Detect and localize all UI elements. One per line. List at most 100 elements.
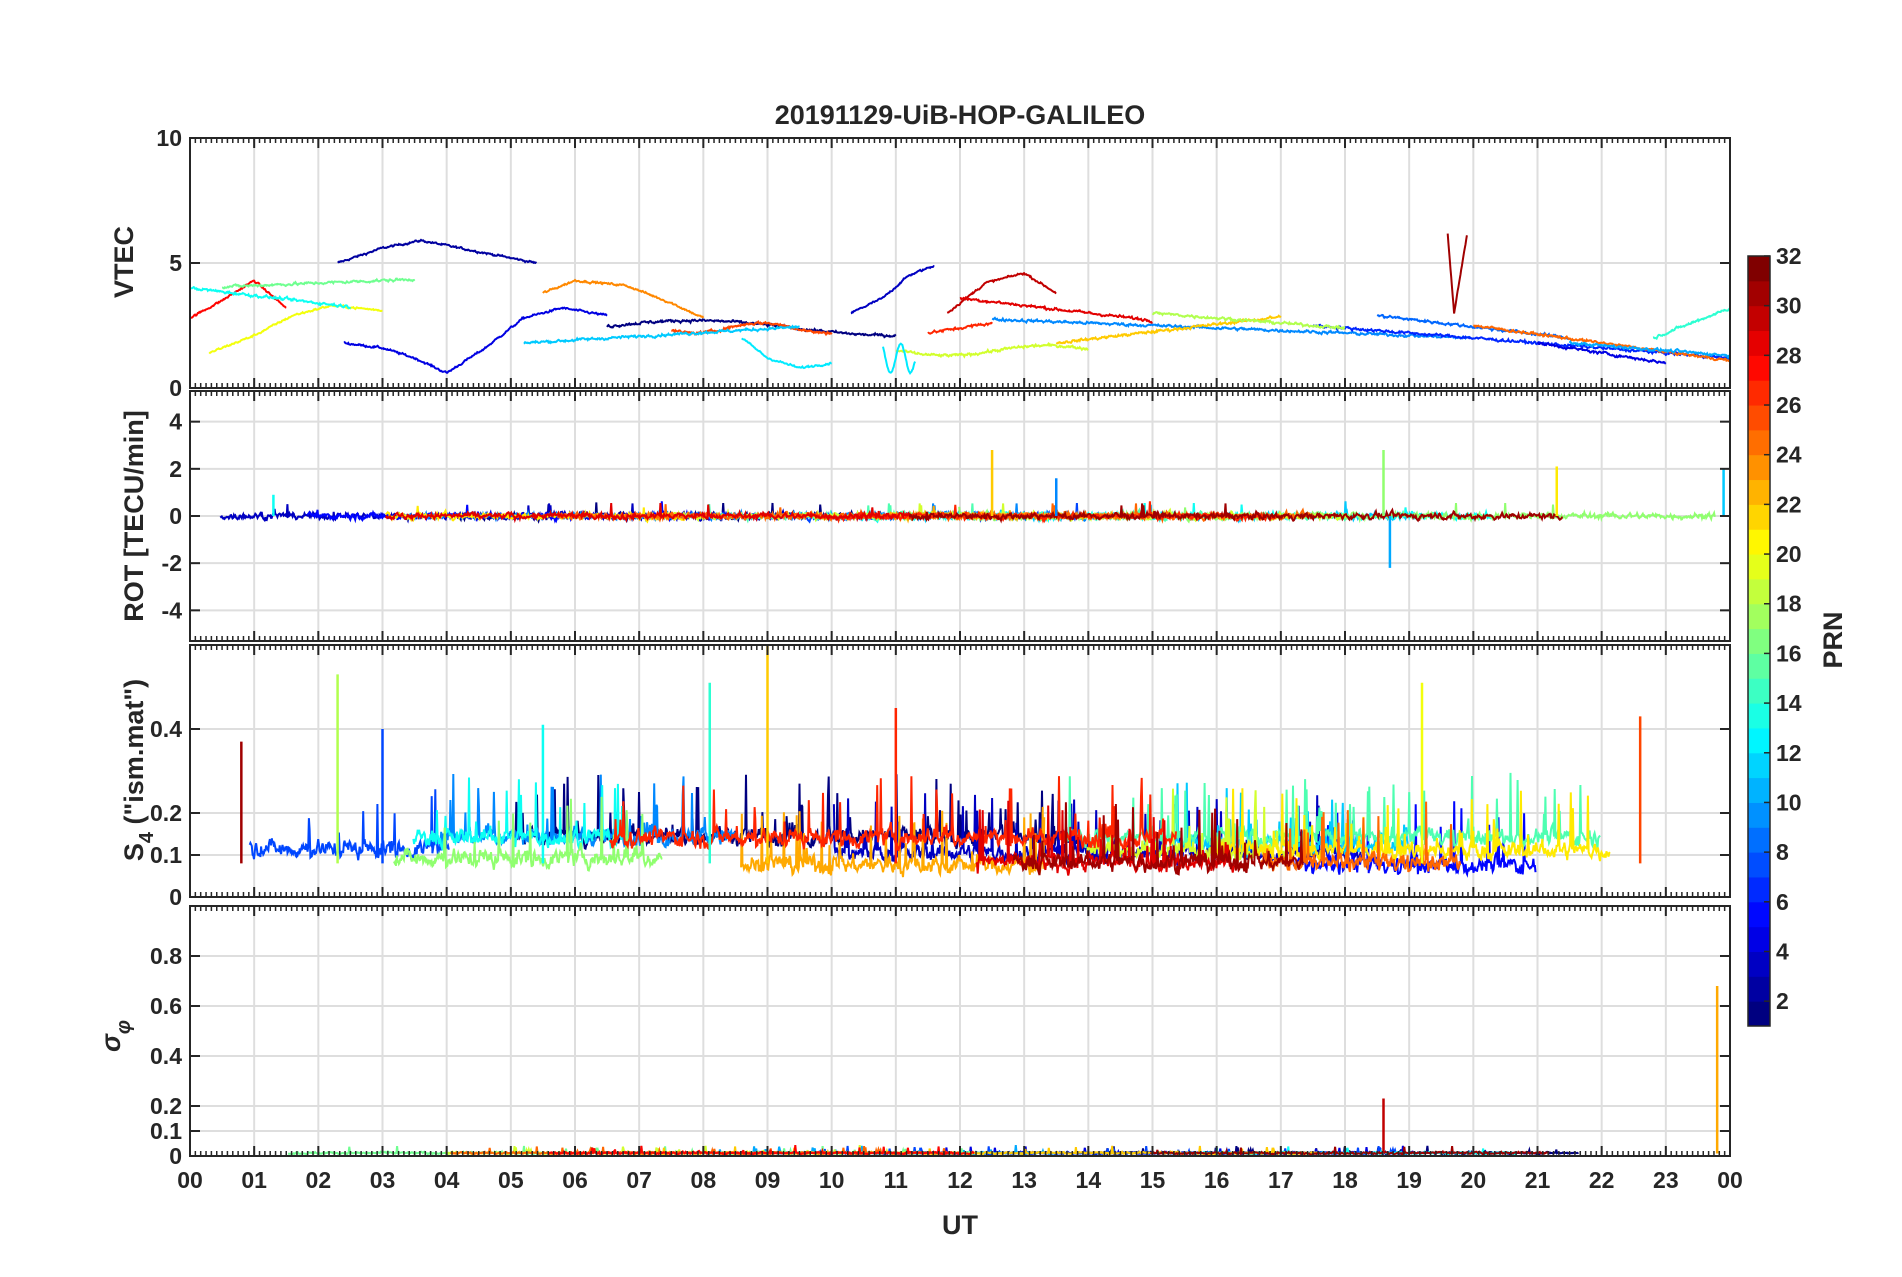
colorbar-tick-label: 28: [1776, 342, 1802, 368]
colorbar-segment: [1748, 479, 1770, 505]
x-tick-label: 06: [562, 1167, 588, 1193]
x-tick-label: 15: [1140, 1167, 1166, 1193]
sigma-label-sub: φ: [113, 1020, 135, 1034]
colorbar-tick-label: 26: [1776, 392, 1802, 418]
series-line-prn-4: [343, 306, 608, 374]
s4-label-main: S: [119, 843, 149, 861]
series-line-prn-27: [927, 321, 993, 335]
vtec-y-axis-label: VTEC: [109, 226, 139, 298]
colorbar-segment: [1748, 578, 1770, 605]
colorbar-segment: [1748, 504, 1770, 530]
s4-label-rest: ("ism.mat"): [119, 679, 149, 832]
colorbar-segment: [1748, 355, 1770, 381]
colorbar-segment: [1748, 727, 1770, 754]
colorbar-segment: [1748, 603, 1770, 630]
series-line-prn-13: [412, 777, 624, 851]
y-tick-label: 0.8: [150, 943, 182, 969]
series-line-prn-10: [1568, 339, 1730, 360]
series-line-prn-17: [393, 796, 663, 872]
series-line-prn-31: [1012, 802, 1304, 876]
series-line-prn-16: [221, 277, 416, 290]
y-tick-label: 0: [169, 1143, 182, 1169]
x-tick-label: 04: [434, 1167, 460, 1193]
colorbar-tick-label: 2: [1776, 988, 1789, 1014]
rot-y-axis-label: ROT [TECU/min]: [119, 410, 149, 621]
x-tick-label: 22: [1589, 1167, 1615, 1193]
x-tick-label: 14: [1076, 1167, 1102, 1193]
colorbar-tick-label: 16: [1776, 640, 1802, 666]
series-line-prn-23: [740, 806, 1046, 878]
series-line-prn-31: [908, 503, 1564, 524]
series-line-prn-19: [895, 341, 1089, 359]
colorbar-segment: [1748, 405, 1770, 431]
sigma-phi-y-axis-label: σφ: [96, 1020, 135, 1052]
colorbar-tick-label: 8: [1776, 839, 1789, 865]
colorbar-segment: [1748, 678, 1770, 704]
y-tick-label: 2: [169, 456, 182, 482]
colorbar-segment: [1748, 653, 1770, 679]
y-tick-label: 0.6: [150, 993, 182, 1019]
colorbar-segment: [1748, 827, 1770, 853]
x-tick-label: 00: [1717, 1167, 1743, 1193]
x-tick-label: 01: [241, 1167, 267, 1193]
colorbar-segment: [1748, 305, 1770, 332]
x-tick-label: 00: [177, 1167, 203, 1193]
sigma-label-main: σ: [96, 1033, 126, 1052]
y-tick-label: 0: [169, 375, 182, 401]
colorbar-tick-label: 10: [1776, 789, 1802, 815]
y-tick-label: -4: [162, 597, 183, 623]
colorbar-tick-label: 32: [1776, 243, 1802, 269]
colorbar-segment: [1748, 628, 1770, 654]
series-line-prn-28: [190, 279, 287, 320]
series-line-prn-20: [208, 303, 383, 355]
series-line-prn-1: [606, 318, 897, 339]
x-tick-label: 17: [1268, 1167, 1294, 1193]
colorbar-tick-label: 12: [1776, 740, 1802, 766]
y-tick-label: 5: [169, 250, 182, 276]
series-line-prn-3: [850, 265, 935, 315]
colorbar-segment: [1748, 951, 1770, 977]
x-tick-label: 18: [1332, 1167, 1358, 1193]
colorbar-tick-label: 30: [1776, 293, 1802, 319]
colorbar-tick-label: 24: [1776, 442, 1802, 468]
x-axis-label: UT: [942, 1210, 978, 1240]
colorbar-segment: [1748, 752, 1770, 779]
series-line-prn-14: [1652, 307, 1730, 341]
series-line-prn-2: [337, 238, 538, 265]
y-tick-label: 0.4: [150, 1043, 182, 1069]
colorbar-segment: [1748, 876, 1770, 903]
y-tick-label: -2: [162, 550, 182, 576]
x-tick-label: 20: [1461, 1167, 1487, 1193]
colorbar-segment: [1748, 330, 1770, 356]
colorbar-segment: [1748, 703, 1770, 729]
colorbar-segment: [1748, 380, 1770, 406]
x-tick-label: 03: [370, 1167, 396, 1193]
colorbar-segment: [1748, 926, 1770, 952]
x-tick-label: 21: [1525, 1167, 1551, 1193]
series-line-prn-29: [384, 502, 912, 524]
colorbar-segment: [1748, 901, 1770, 928]
colorbar-tick-label: 14: [1776, 690, 1802, 716]
series-line-prn-4: [1537, 341, 1667, 365]
y-tick-label: 0.4: [150, 716, 182, 742]
x-tick-label: 11: [884, 1167, 909, 1193]
colorbar-tick-label: 22: [1776, 491, 1802, 517]
series-line-prn-7: [248, 789, 450, 861]
colorbar-segment: [1748, 1001, 1770, 1027]
series-line-prn-12: [882, 342, 916, 375]
colorbar-segment: [1748, 454, 1770, 481]
series-line-prn-9: [991, 316, 1474, 341]
colorbar-tick-label: 6: [1776, 889, 1789, 915]
colorbar-segment: [1748, 777, 1770, 803]
series-line-prn-13: [190, 285, 352, 310]
y-tick-label: 0.2: [150, 1093, 182, 1119]
y-tick-label: 0.1: [150, 1118, 182, 1144]
series-line-prn-29: [959, 295, 1153, 324]
colorbar-segment: [1748, 554, 1770, 580]
series-line-prn-21: [1214, 788, 1611, 864]
chart-title: 20191129-UiB-HOP-GALILEO: [775, 100, 1146, 130]
x-tick-label: 23: [1653, 1167, 1679, 1193]
y-tick-label: 4: [169, 409, 182, 435]
x-tick-label: 02: [306, 1167, 332, 1193]
